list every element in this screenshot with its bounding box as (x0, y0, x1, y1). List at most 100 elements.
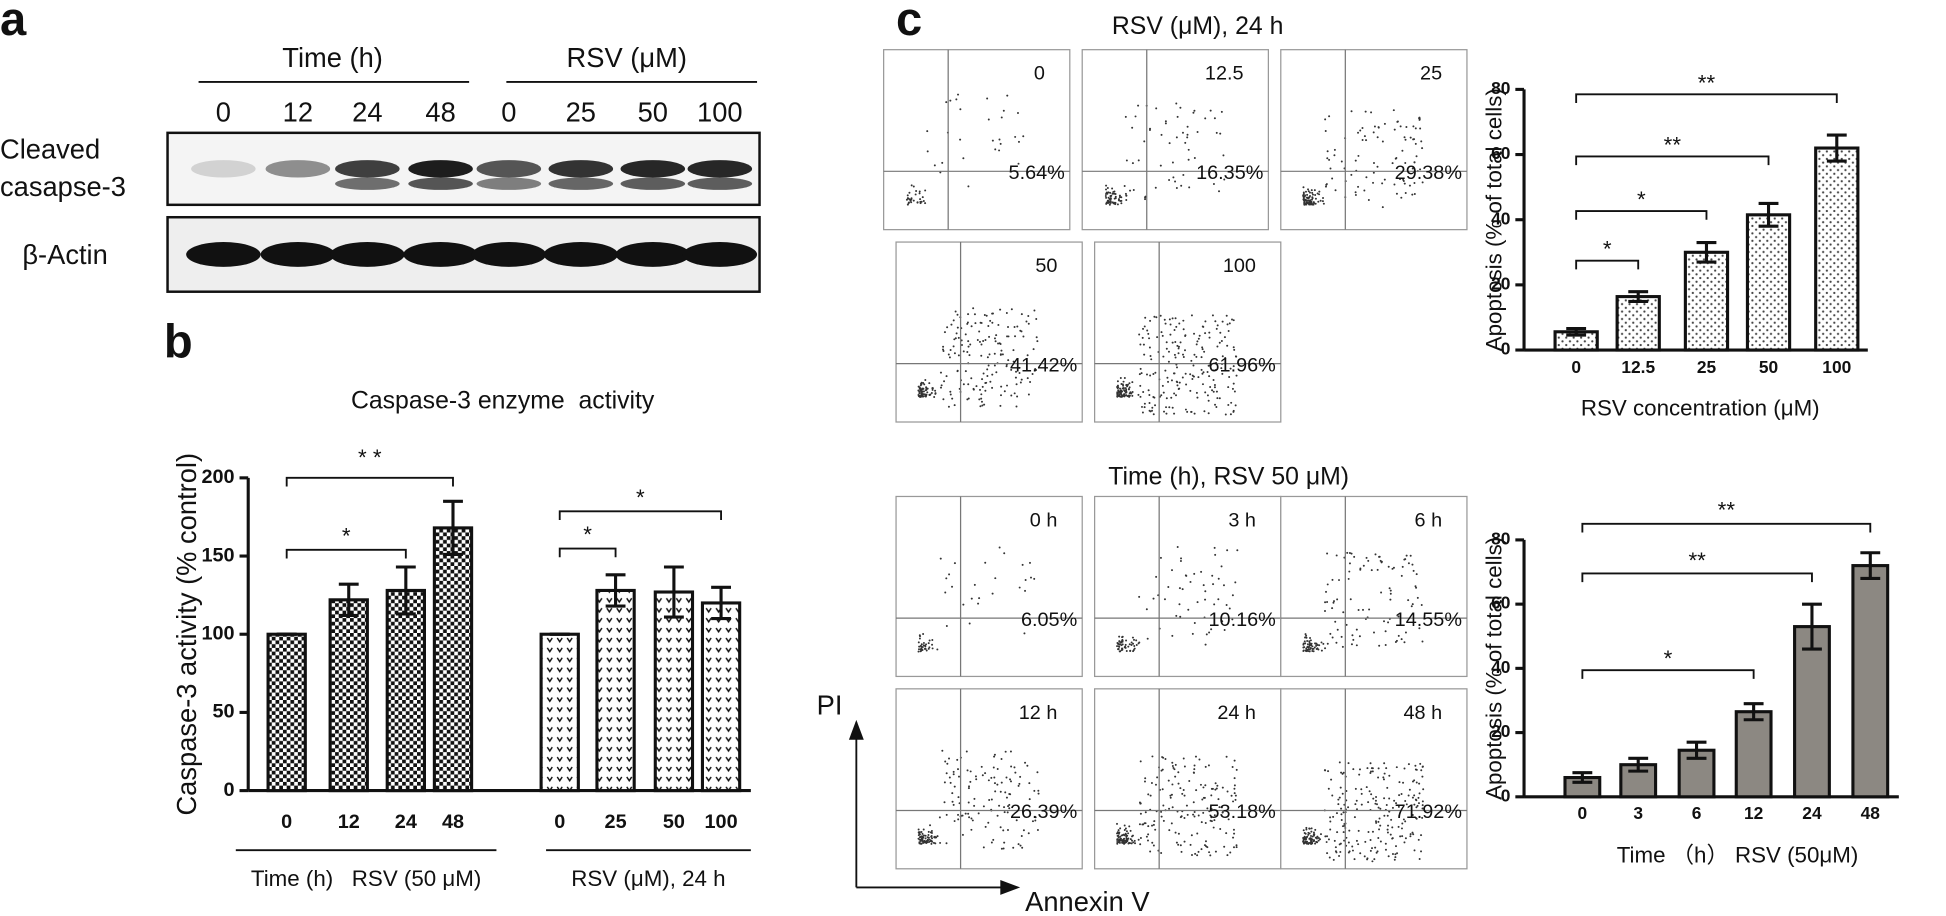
event-dot (1035, 336, 1038, 339)
event-dot (930, 392, 933, 395)
event-dot (1005, 796, 1008, 799)
y-tick-label: 40 (1491, 208, 1510, 228)
event-dot (924, 189, 927, 192)
event-dot (1197, 850, 1200, 853)
event-dot (1190, 853, 1193, 856)
event-dot (1124, 646, 1127, 649)
event-dot (920, 649, 923, 652)
event-dot (1010, 368, 1013, 371)
event-dot (1009, 778, 1012, 781)
event-dot (1018, 586, 1021, 589)
event-dot (1229, 367, 1232, 370)
event-dot (964, 370, 967, 373)
event-dot (1324, 118, 1327, 121)
event-dot (1154, 828, 1157, 831)
event-dot (1197, 337, 1200, 340)
event-dot (1201, 798, 1204, 801)
event-dot (1213, 546, 1216, 549)
event-dot (1027, 322, 1030, 325)
event-dot (956, 313, 959, 316)
event-dot (1208, 631, 1211, 634)
event-dot (1400, 574, 1403, 577)
event-dot (1150, 358, 1153, 361)
event-dot (1175, 136, 1178, 139)
event-dot (1407, 794, 1410, 797)
event-dot (993, 755, 996, 758)
event-dot (1413, 849, 1416, 852)
event-dot (1117, 836, 1120, 839)
event-dot (1022, 135, 1025, 138)
plot-label: 100 (1223, 255, 1256, 277)
event-dot (997, 323, 1000, 326)
event-dot (1302, 186, 1305, 189)
event-dot (951, 397, 954, 400)
event-dot (1143, 780, 1146, 783)
event-dot (1164, 122, 1167, 125)
event-dot (1302, 643, 1305, 646)
y-tick-label: 150 (201, 544, 234, 566)
blot-band (330, 242, 405, 267)
event-dot (1362, 608, 1364, 611)
event-dot (1314, 197, 1317, 200)
event-dot (917, 641, 920, 644)
event-dot (1396, 852, 1399, 855)
event-dot (1177, 345, 1180, 348)
event-dot (1176, 546, 1179, 548)
event-dot (1021, 846, 1024, 849)
event-dot (1116, 380, 1119, 383)
event-dot (1310, 842, 1313, 845)
blot-band (620, 160, 686, 178)
event-dot (1309, 834, 1312, 837)
event-dot (1231, 618, 1234, 621)
event-dot (1162, 804, 1165, 807)
event-dot (987, 779, 990, 782)
bar (1683, 250, 1730, 352)
event-dot (1354, 787, 1357, 790)
event-dot (952, 345, 955, 348)
event-dot (1399, 835, 1402, 838)
error-bar (1572, 771, 1593, 784)
event-dot (1305, 203, 1308, 206)
event-dot (974, 322, 977, 325)
event-dot (966, 398, 969, 401)
event-dot (999, 790, 1002, 793)
event-dot (1193, 109, 1196, 112)
event-dot (1130, 643, 1133, 646)
error-bar (663, 565, 684, 619)
event-dot (987, 821, 990, 824)
significance-label: ** (1664, 132, 1682, 157)
event-dot (1375, 821, 1378, 824)
event-dot (1032, 348, 1035, 351)
event-dot (982, 805, 985, 808)
event-dot (1119, 838, 1122, 841)
event-dot (1307, 842, 1310, 845)
event-dot (1336, 831, 1339, 834)
event-dot (1167, 350, 1170, 353)
event-dot (1324, 647, 1327, 650)
event-dot (993, 364, 996, 367)
plot-label: 48 h (1404, 702, 1443, 724)
event-dot (1161, 334, 1164, 337)
event-dot (954, 337, 957, 340)
event-dot (988, 335, 991, 338)
event-dot (1196, 601, 1199, 604)
event-dot (1175, 325, 1178, 328)
event-dot (1211, 314, 1214, 317)
event-dot (1374, 553, 1377, 556)
event-dot (1125, 639, 1128, 642)
event-dot (942, 398, 945, 401)
event-dot (1124, 827, 1127, 830)
event-dot (1126, 385, 1129, 388)
event-dot (1404, 161, 1407, 164)
event-dot (931, 638, 934, 641)
event-dot (924, 395, 927, 398)
event-dot (1317, 648, 1320, 651)
event-dot (959, 138, 962, 141)
event-dot (1125, 388, 1128, 391)
event-dot (968, 816, 971, 819)
event-dot (1419, 762, 1422, 765)
event-dot (1164, 369, 1167, 372)
error-bar (605, 573, 626, 608)
event-dot (1000, 758, 1003, 760)
